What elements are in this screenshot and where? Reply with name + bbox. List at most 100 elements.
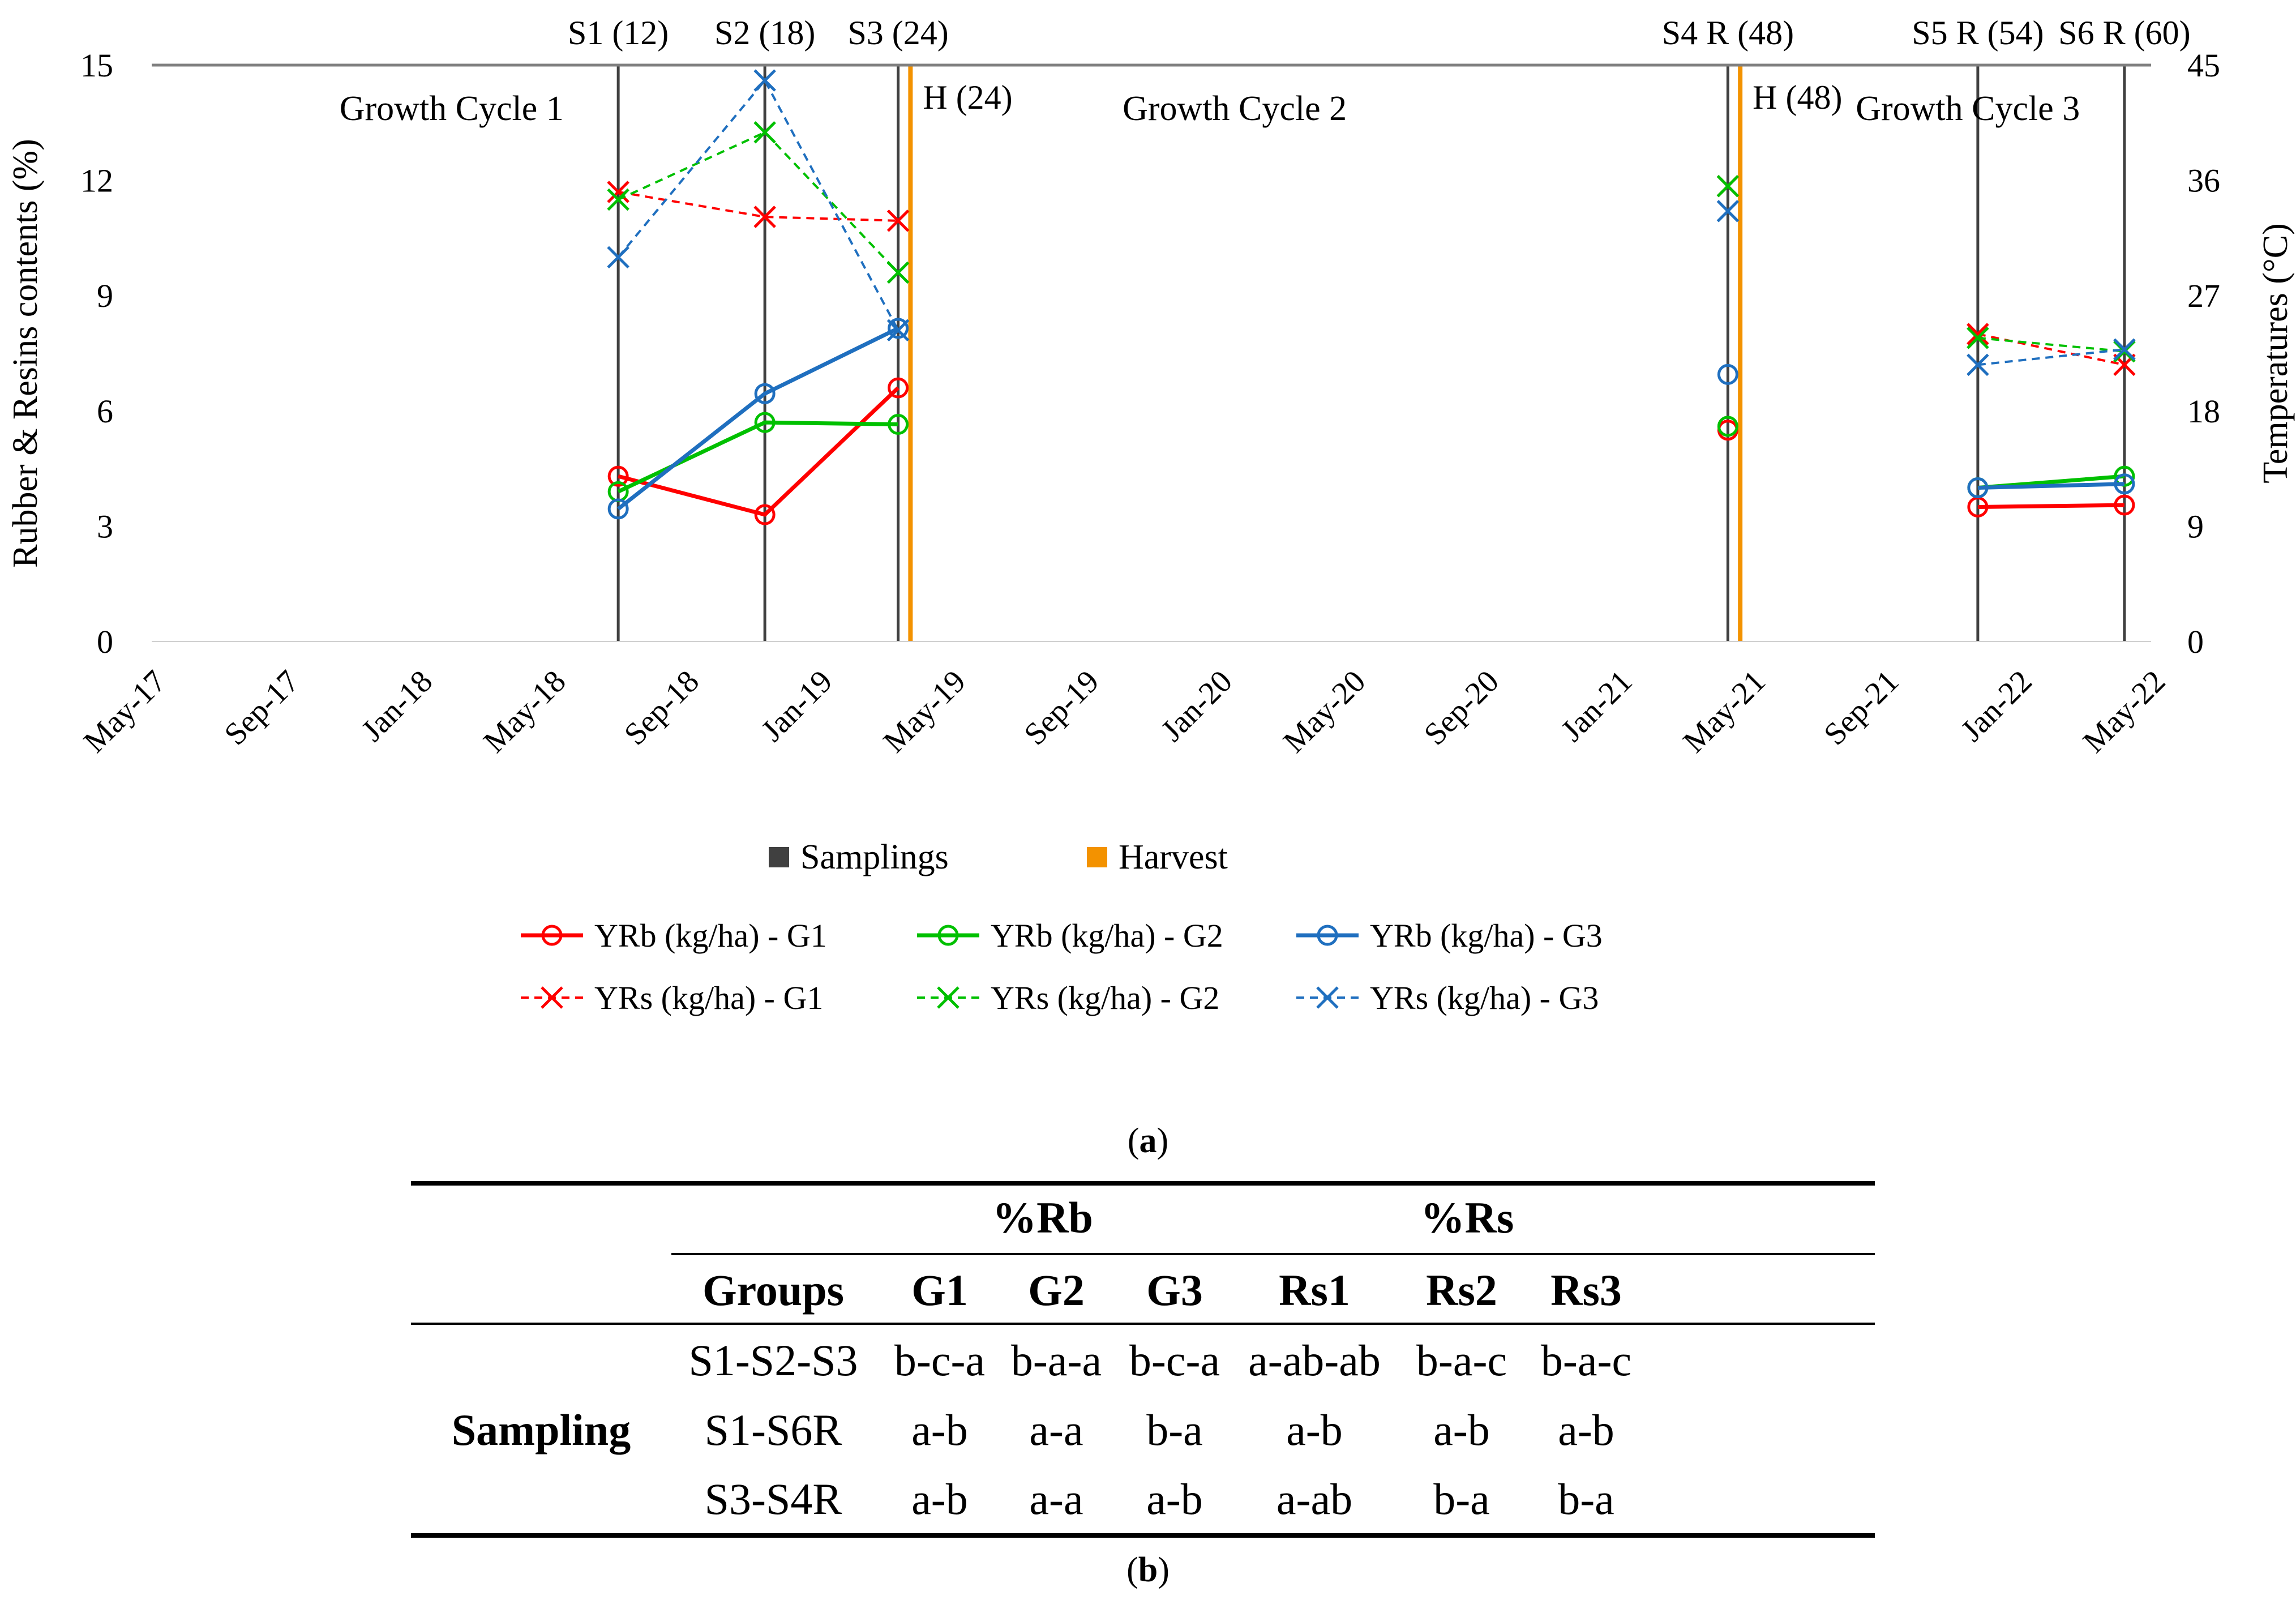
cell-rs2: a-b	[1433, 1405, 1490, 1454]
x-tick-label: Sep-17	[218, 664, 306, 752]
row-header-sampling: Sampling	[451, 1405, 631, 1454]
series-line	[1977, 503, 2124, 509]
legend-label: YRb (kg/ha) - G1	[594, 917, 827, 954]
data-point-circle	[754, 504, 776, 525]
x-tick-label: Jan-20	[1155, 664, 1239, 748]
cell-rs2: b-a	[1433, 1474, 1490, 1524]
growth-cycle-label: Growth Cycle 2	[1123, 89, 1347, 128]
x-tick-label: May-19	[877, 664, 973, 759]
header-rs: %Rs	[1420, 1193, 1514, 1242]
data-point-circle	[888, 414, 909, 435]
caption-a-letter: a	[1139, 1122, 1157, 1160]
data-point-x	[1716, 200, 1740, 223]
data-point-circle	[888, 318, 909, 339]
series-yrs-kg-ha-g2	[607, 121, 2136, 363]
cell-rs1: a-ab-ab	[1248, 1336, 1381, 1385]
series-line	[617, 420, 898, 494]
sampling-label: S3 (24)	[847, 14, 948, 52]
series-line	[1977, 348, 2125, 366]
sampling-label: S4 R (48)	[1662, 14, 1794, 52]
x-tick-label: Jan-22	[1954, 664, 2038, 748]
series-line	[1977, 482, 2125, 490]
cell-rs2: b-a-c	[1416, 1336, 1507, 1385]
data-point-circle	[1317, 925, 1338, 946]
caption-b-open: (	[1126, 1551, 1138, 1589]
x-tick-label: May-20	[1276, 664, 1372, 759]
cell-rs3: b-a	[1558, 1474, 1614, 1524]
data-point-circle	[541, 925, 563, 946]
cell-g3: a-b	[1146, 1474, 1203, 1524]
series-line	[1977, 333, 2125, 366]
data-point-x	[2113, 338, 2136, 361]
series-yrs-kg-ha-g3	[607, 69, 2136, 377]
data-point-x	[1967, 323, 1989, 345]
cell-g2: a-a	[1029, 1405, 1083, 1454]
x-tick-label: Sep-18	[618, 664, 706, 752]
data-point-x	[1967, 327, 1989, 349]
data-point-circle	[1717, 363, 1738, 385]
caption-a: (a)	[0, 1121, 2296, 1161]
data-point-x	[607, 181, 629, 203]
x-tick-label: Jan-18	[355, 664, 439, 748]
x-tick-label: Sep-20	[1417, 664, 1506, 752]
header-g2: G2	[1028, 1265, 1085, 1315]
x-tick-label: Sep-21	[1817, 664, 1905, 752]
series-yrb-kg-ha-g3	[607, 318, 2135, 520]
cell-g2: b-a-a	[1010, 1336, 1102, 1385]
series-line	[616, 326, 899, 511]
caption-a-close: )	[1156, 1122, 1169, 1160]
y-left-tick-label: 6	[97, 393, 113, 430]
cell-g3: b-c-a	[1129, 1336, 1220, 1385]
x-tick-label: May-18	[477, 664, 572, 759]
series-line	[1977, 336, 2125, 353]
cell-rs1: a-ab	[1276, 1474, 1353, 1524]
data-point-x	[886, 319, 910, 342]
x-tick-label: Sep-19	[1017, 664, 1106, 752]
legend-harvest-swatch	[1087, 847, 1107, 867]
legend-label: YRb (kg/ha) - G3	[1370, 917, 1603, 954]
cell-rs3: b-a-c	[1540, 1336, 1632, 1385]
header-rs2: Rs2	[1426, 1265, 1497, 1315]
table-header-rule	[411, 1323, 1875, 1325]
data-point-x	[753, 69, 776, 92]
table-group-rule	[671, 1253, 1875, 1255]
y-left-tick-label: 15	[80, 47, 113, 84]
y-right-tick-label: 36	[2187, 162, 2220, 199]
y-left-tick-label: 0	[97, 623, 113, 660]
caption-b-close: )	[1158, 1551, 1170, 1589]
data-point-circle	[937, 925, 959, 946]
data-point-circle	[1717, 416, 1738, 437]
data-point-x	[937, 986, 959, 1009]
caption-a-open: (	[1127, 1122, 1140, 1160]
data-point-x	[886, 209, 910, 232]
cell-g1: a-b	[911, 1405, 968, 1454]
data-point-circle	[754, 383, 776, 404]
table-top-rule	[411, 1181, 1875, 1186]
y-right-tick-label: 0	[2187, 623, 2204, 660]
data-point-x	[607, 246, 629, 269]
cell-groups: S1-S2-S3	[688, 1336, 858, 1385]
x-tick-label: May-22	[2076, 664, 2172, 759]
series-line	[618, 131, 899, 273]
series-yrb-kg-ha-g2	[607, 412, 2135, 502]
data-point-x	[1316, 986, 1339, 1009]
x-tick-label: Jan-21	[1554, 664, 1639, 748]
sampling-label: S2 (18)	[714, 14, 815, 52]
cell-g2: a-a	[1029, 1474, 1083, 1524]
data-point-circle	[2114, 473, 2135, 495]
statistics-table: %Rb %Rs Groups G1 G2 G3 Rs1 Rs2 Rs3 Samp…	[411, 1181, 1875, 1538]
header-rs3: Rs3	[1550, 1265, 1622, 1315]
data-point-x	[607, 188, 629, 211]
data-point-circle	[607, 465, 629, 487]
cell-rs3: a-b	[1558, 1405, 1614, 1454]
harvest-label: H (48)	[1753, 79, 1842, 116]
header-g3: G3	[1146, 1265, 1203, 1315]
series-line	[618, 386, 900, 517]
legend-label: YRs (kg/ha) - G1	[594, 979, 823, 1016]
data-point-x	[1716, 175, 1740, 198]
y-right-tick-label: 27	[2187, 277, 2220, 314]
caption-b: (b)	[0, 1550, 2296, 1590]
growth-cycle-label: Growth Cycle 3	[1856, 89, 2080, 128]
sampling-label: S6 R (60)	[2058, 14, 2190, 52]
